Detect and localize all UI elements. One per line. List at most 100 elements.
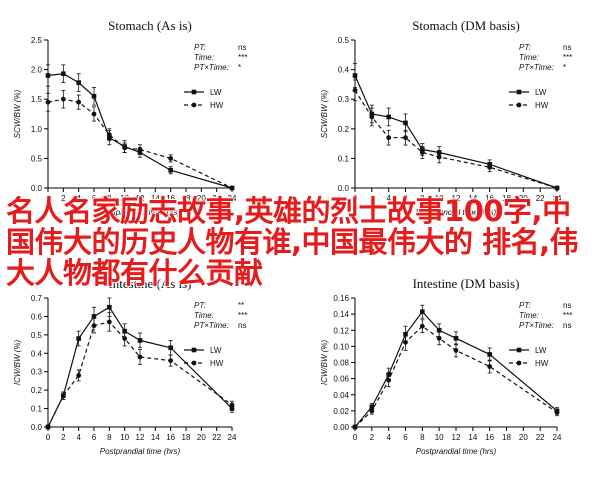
x-axis-label: Postprandial time (hrs): [100, 447, 181, 456]
x-tick-label: 0: [46, 433, 51, 442]
y-tick-label: 0.4: [338, 66, 350, 75]
panel-stomach-dm-basis: Stomach (DM basis)0.00.10.20.30.40.50 2 4 6…: [320, 18, 572, 217]
data-point-lw: [76, 80, 81, 85]
stat-label: Time:: [194, 53, 214, 62]
x-tick-label: 8: [107, 194, 112, 203]
x-tick-label: 22: [212, 194, 221, 203]
y-tick-label: 2.0: [31, 66, 43, 75]
data-point-hw: [76, 373, 82, 378]
data-point-hw: [229, 185, 235, 191]
legend-label: LW: [535, 88, 547, 97]
y-tick-label: 0.5: [338, 36, 350, 45]
data-point-hw: [554, 185, 560, 191]
legend-marker: [191, 89, 197, 95]
data-point-lw: [386, 114, 391, 120]
data-point-hw: [487, 164, 493, 170]
y-tick-label: 0.0: [338, 184, 350, 193]
y-tick-label: 0.14: [333, 310, 349, 319]
data-point-hw: [403, 135, 408, 141]
data-point-hw: [122, 145, 128, 151]
data-point-hw: [60, 393, 66, 399]
data-point-hw: [229, 402, 235, 408]
data-point-hw: [386, 377, 392, 383]
x-tick-label: 6: [403, 194, 408, 203]
data-point-lw: [487, 352, 492, 357]
data-point-hw: [168, 156, 174, 161]
series-line-lw: [47, 73, 233, 189]
y-tick-label: 2.5: [31, 36, 43, 45]
x-tick-label: 14: [151, 194, 160, 203]
x-tick-label: 20: [197, 194, 206, 203]
data-point-hw: [137, 354, 143, 360]
chart-title: Stomach (DM basis): [412, 18, 520, 33]
y-axis-label: ICW/BW (%): [13, 340, 22, 386]
y-tick-label: 0.0: [31, 184, 43, 193]
data-point-lw: [107, 304, 112, 310]
y-axis-label: ICW/BW (%): [320, 340, 329, 386]
x-tick-label: 24: [553, 194, 562, 203]
data-point-hw: [122, 336, 128, 341]
chart-title: Stomach (As is): [108, 18, 192, 33]
x-tick-label: 0: [46, 194, 51, 203]
data-point-hw: [554, 410, 560, 415]
x-tick-label: 10: [120, 433, 129, 442]
stat-label: Time:: [519, 311, 539, 320]
y-tick-label: 0.5: [31, 154, 43, 163]
x-tick-label: 10: [120, 194, 129, 203]
x-tick-label: 20: [519, 194, 528, 203]
data-point-lw: [61, 71, 66, 77]
data-point-hw: [419, 150, 425, 155]
y-tick-label: 0.2: [31, 386, 43, 395]
x-tick-label: 20: [519, 433, 528, 442]
stat-label: PT×Time:: [519, 63, 554, 72]
y-axis-label: SCW/BW (%): [320, 89, 329, 138]
legend-label: HW: [535, 359, 549, 368]
x-axis-label: Postprandial time (hrs): [416, 208, 497, 217]
data-point-hw: [386, 135, 392, 141]
x-tick-label: 8: [420, 194, 425, 203]
x-tick-label: 4: [76, 194, 81, 203]
data-point-hw: [419, 323, 425, 329]
x-tick-label: 12: [452, 194, 461, 203]
stat-label: PT×Time:: [194, 63, 229, 72]
panel-stomach-as-is: Stomach (As is)0.00.51.01.52.02.50 2 4 6 8 10…: [13, 18, 247, 217]
data-point-lw: [91, 93, 97, 99]
y-axis-label: SCW/BW (%): [13, 89, 22, 138]
data-point-hw: [106, 319, 112, 325]
data-point-hw: [137, 147, 143, 152]
y-tick-label: 0.08: [333, 359, 349, 368]
data-point-hw: [60, 96, 66, 102]
y-tick-label: 0.00: [333, 423, 349, 432]
data-point-hw: [45, 424, 51, 430]
stat-value: ***: [563, 53, 572, 62]
x-tick-label: 12: [452, 433, 461, 442]
data-point-hw: [106, 132, 112, 138]
x-tick-label: 16: [166, 433, 175, 442]
stat-label: PT:: [194, 301, 206, 310]
y-tick-label: 0.2: [338, 125, 350, 134]
data-point-hw: [436, 154, 442, 160]
series-line-hw: [354, 89, 558, 189]
data-point-hw: [91, 323, 97, 329]
x-tick-label: 8: [107, 433, 112, 442]
y-tick-label: 0.4: [31, 349, 43, 358]
x-tick-label: 2: [61, 433, 66, 442]
series-line-hw: [47, 98, 233, 189]
x-tick-label: 18: [502, 194, 511, 203]
data-point-lw: [403, 120, 408, 126]
overlay-caption: 名人名家励志故事,英雄的烈士故事100字,中国伟大的历史人物有谁,中国最伟大的 …: [6, 194, 579, 290]
y-tick-label: 0.12: [333, 326, 349, 335]
data-point-hw: [369, 114, 375, 120]
y-tick-label: 0.7: [31, 294, 43, 303]
data-point-hw: [369, 408, 375, 414]
data-point-lw: [369, 404, 375, 410]
legend-marker: [516, 347, 522, 353]
legend-marker: [516, 102, 522, 108]
x-axis-label: Postprandial time (hrs): [100, 208, 181, 217]
panel-intestine-as-is: Intestine (As is) 0.0 0.1 0.2 0.3 0.4 0.5 0.6 0.…: [13, 276, 247, 456]
data-point-hw: [45, 99, 51, 105]
y-tick-label: 1.0: [31, 125, 43, 134]
legend-marker: [191, 102, 197, 108]
y-tick-label: 0.5: [31, 331, 43, 340]
